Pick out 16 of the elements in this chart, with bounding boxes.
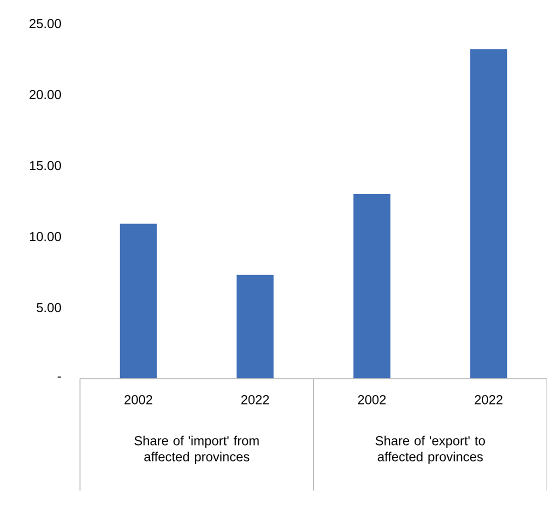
x-tick-label: 2002 [358, 395, 386, 404]
bar [470, 49, 508, 379]
y-tick-label: 10.00 [30, 232, 61, 242]
text: Share of 'export' to affected provinces [376, 436, 485, 464]
y-tick-label: 20.00 [30, 90, 61, 100]
bar [236, 274, 274, 379]
bar [120, 224, 157, 379]
x-tick-label: 2022 [241, 395, 269, 404]
y-tick-label: - [58, 376, 61, 378]
text: Share of 'import' from affected provinces [134, 436, 259, 464]
y-tick-label: 15.00 [30, 160, 61, 170]
x-tick-label: 2022 [474, 395, 502, 404]
bar [353, 194, 390, 379]
x-tick-label: 2002 [124, 395, 152, 404]
y-tick-label: 25.00 [30, 18, 61, 28]
y-tick-label: 5.00 [36, 302, 61, 312]
